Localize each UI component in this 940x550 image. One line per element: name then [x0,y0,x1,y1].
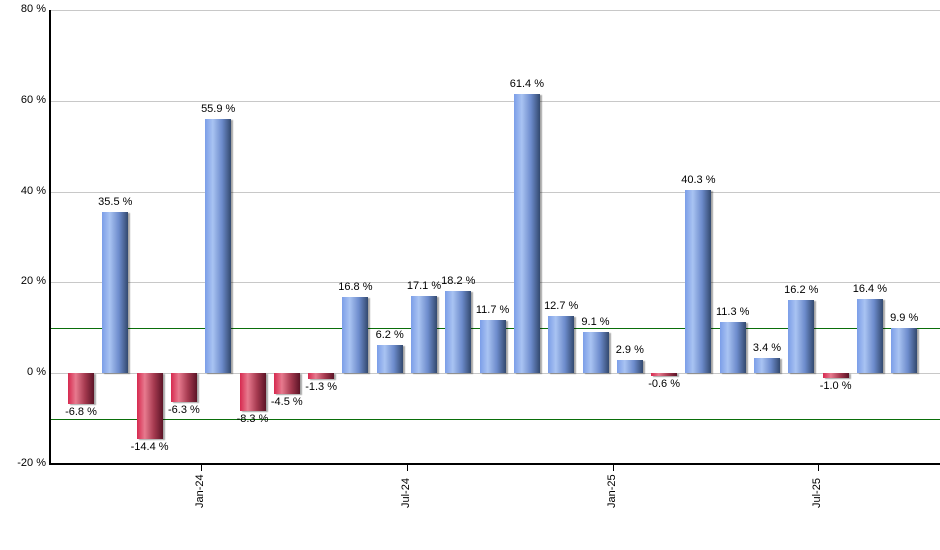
value-label: 35.5 % [98,196,133,209]
x-tick-label: Jul-24 [400,478,412,508]
y-tick-label: 60 % [20,94,46,106]
gridline [50,101,940,102]
bar [651,373,678,376]
value-label: 61.4 % [509,78,545,91]
gridline [50,192,940,193]
bar [548,315,575,374]
value-label: 6.2 % [375,329,404,342]
bar [170,373,197,402]
value-label: 55.9 % [201,103,236,116]
value-label: 3.4 % [752,341,782,354]
value-label: -6.3 % [167,403,200,416]
x-tick-mark [407,465,408,471]
bar [239,373,266,411]
bar [582,331,609,374]
gridline [50,10,940,11]
value-label: 9.9 % [890,312,919,325]
value-label: -4.5 % [270,395,303,408]
value-label: 40.3 % [681,174,716,187]
value-label: 9.1 % [581,315,610,328]
bar [308,373,335,380]
bar [273,373,300,394]
reference-line [50,419,940,420]
bar [513,94,540,374]
value-label: 2.9 % [615,344,644,357]
y-axis [49,10,51,465]
bar [205,119,232,374]
bar [754,357,780,374]
value-label: -0.6 % [648,377,680,390]
value-label: -14.4 % [130,440,169,453]
value-label: -6.8 % [65,406,97,419]
x-tick-label: Jan-24 [194,474,206,508]
bar [822,373,849,378]
bar [856,298,883,374]
bar [136,373,163,439]
y-tick-label: -20 % [17,457,46,469]
value-label: 11.3 % [715,305,750,318]
value-label: -1.3 % [305,381,337,394]
y-tick-label: 80 % [20,3,46,15]
gridline [50,282,940,283]
x-tick-label: Jul-25 [811,478,823,508]
bar [376,345,403,374]
value-label: 12.7 % [544,299,579,312]
bar [719,321,746,374]
value-label: -8.3 % [236,412,269,425]
bar [445,290,472,374]
bar [891,328,918,374]
x-axis [49,463,940,465]
x-tick-label: Jan-25 [606,474,618,508]
value-label: 17.1 % [406,279,442,292]
value-label: 16.8 % [338,280,373,293]
bar [685,190,712,374]
gridline [50,373,940,374]
bar [411,295,437,374]
bar [788,299,815,374]
x-tick-mark [818,465,819,471]
y-tick-label: 20 % [20,275,46,287]
bar [616,360,643,374]
value-label: 11.7 % [475,304,510,317]
x-tick-mark [613,465,614,471]
bar [479,320,506,374]
x-tick-mark [201,465,202,471]
bar [342,296,369,374]
y-tick-label: 0 % [27,366,46,378]
value-label: -1.0 % [819,379,852,392]
bar [68,373,94,405]
value-label: 16.4 % [852,282,888,295]
bar [102,212,129,374]
value-label: 18.2 % [441,274,476,287]
value-label: 16.2 % [784,283,819,296]
y-tick-label: 40 % [20,185,46,197]
